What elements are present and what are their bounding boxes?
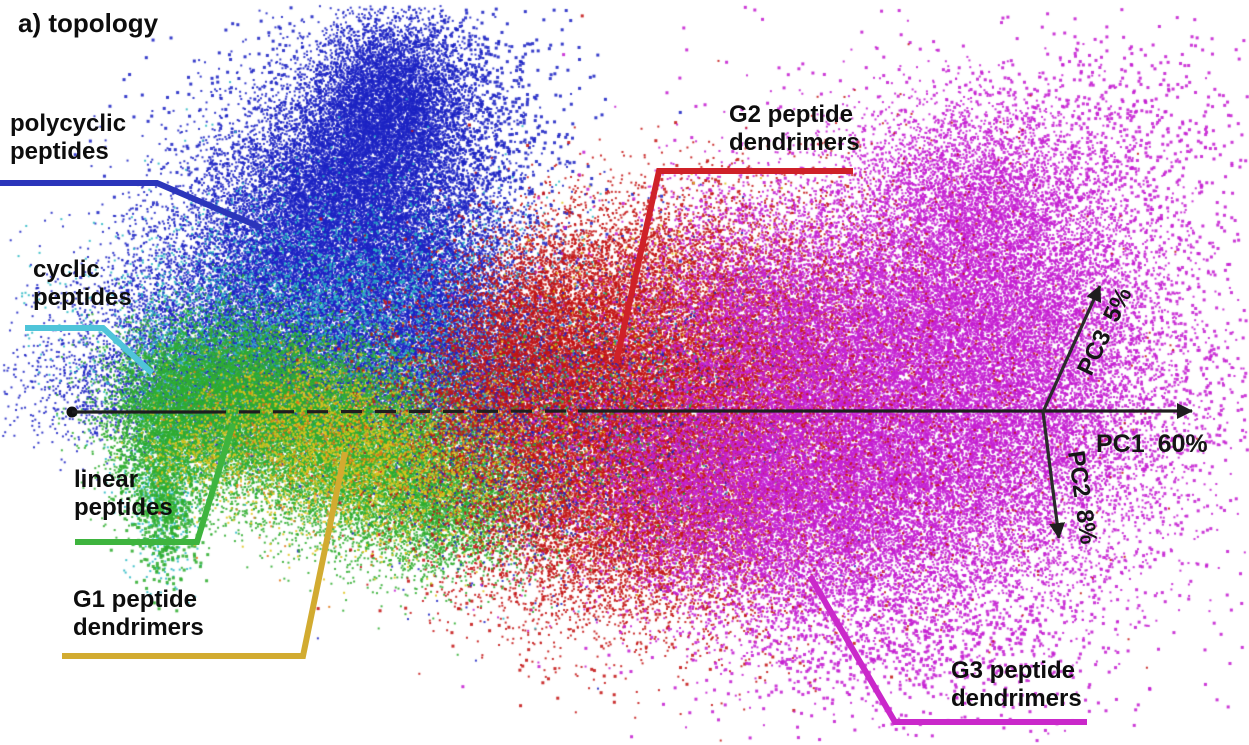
label-line: G1 peptide (73, 586, 198, 613)
pc2-axis-arrow (1041, 411, 1066, 539)
g3-leader-line (807, 574, 1087, 725)
leader-lines (0, 168, 1087, 725)
label-g1-peptide-dendrimers: G1 peptide dendrimers (73, 586, 204, 642)
label-linear-peptides: linear peptides (74, 466, 173, 522)
pc3-axis-arrow (1041, 285, 1102, 413)
label-line: cyclic (33, 256, 100, 283)
cyclic-leader-line (25, 325, 155, 376)
g2-leader-line (613, 168, 853, 364)
pc2-axis-label: PC2 8% (1062, 449, 1102, 546)
pc1-axis-dashed (204, 409, 579, 414)
pc1-axis-label: PC1 60% (1096, 430, 1208, 458)
label-line: peptides (10, 138, 109, 166)
label-line: linear (74, 466, 139, 493)
g1-leader-line (62, 451, 348, 659)
figure-title: a) topology (18, 8, 159, 38)
label-line: dendrimers (73, 614, 204, 642)
linear-leader-line (75, 423, 236, 545)
label-cyclic-peptides: cyclic peptides (33, 256, 132, 312)
label-line: peptides (33, 284, 132, 312)
label-line: peptides (74, 494, 173, 522)
label-line: dendrimers (951, 685, 1082, 713)
pc3-axis-label: PC3 5% (1072, 283, 1137, 379)
label-g3-peptide-dendrimers: G3 peptide dendrimers (951, 657, 1082, 713)
polycyclic-leader-line (0, 180, 264, 231)
label-line: dendrimers (729, 129, 860, 157)
label-line: G2 peptide (729, 101, 854, 128)
label-polycyclic-peptides: polycyclic peptides (10, 110, 126, 166)
pc-axes: PC1 60% PC3 5% PC2 8% (66, 283, 1208, 546)
label-line: G3 peptide (951, 657, 1076, 684)
label-g2-peptide-dendrimers: G2 peptide dendrimers (729, 101, 860, 157)
label-line: polycyclic (10, 110, 127, 137)
